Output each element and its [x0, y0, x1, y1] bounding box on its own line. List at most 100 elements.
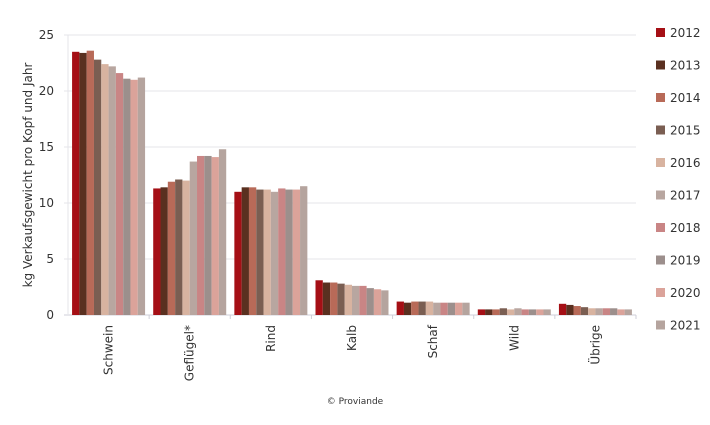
- bar: [366, 288, 374, 315]
- bar: [278, 188, 286, 315]
- bar: [101, 64, 109, 316]
- bar: [595, 308, 603, 315]
- bar: [403, 302, 412, 315]
- legend-label: 2019: [670, 254, 701, 268]
- bar: [558, 303, 567, 315]
- bar: [433, 302, 441, 315]
- bar: [115, 73, 124, 315]
- bar: [396, 301, 404, 315]
- category-label: Schwein: [102, 325, 116, 375]
- bar: [617, 309, 625, 315]
- bar: [352, 285, 360, 315]
- bar: [543, 309, 551, 315]
- bar: [241, 187, 249, 315]
- y-axis-label: kg Verkaufsgewicht pro Kopf und Jahr: [21, 63, 35, 288]
- y-tick-label: 5: [46, 252, 54, 266]
- y-axis-ticks: 0 5 10 15 20 25: [39, 28, 54, 322]
- y-tick-label: 0: [46, 308, 54, 322]
- legend-item: 2013: [656, 59, 701, 73]
- bar: [130, 79, 138, 315]
- bar: [248, 187, 257, 315]
- credit-text: © Proviande: [327, 397, 384, 407]
- legend-swatch: [656, 288, 665, 297]
- bar: [204, 155, 212, 315]
- bar: [315, 280, 323, 315]
- legend-swatch: [656, 60, 665, 70]
- legend-label: 2021: [670, 319, 701, 333]
- bar: [189, 161, 198, 315]
- bar: [528, 309, 537, 315]
- bar: [506, 309, 515, 315]
- bar: [514, 308, 522, 315]
- legend-swatch: [656, 158, 665, 167]
- bar: [285, 189, 293, 315]
- bar: [610, 308, 618, 315]
- bar: [263, 189, 271, 315]
- bar: [485, 309, 493, 315]
- bar: [108, 66, 116, 315]
- bar: [93, 59, 102, 315]
- legend-label: 2017: [670, 189, 701, 203]
- legend-label: 2016: [670, 156, 701, 170]
- category-label: Rind: [264, 325, 278, 352]
- legend-label: 2012: [670, 26, 701, 40]
- legend-swatch: [656, 125, 665, 135]
- bar: [411, 301, 419, 315]
- y-tick-label: 15: [39, 140, 54, 154]
- bar: [153, 188, 161, 315]
- bar: [79, 52, 87, 316]
- bar: [182, 180, 190, 315]
- bar: [536, 309, 544, 315]
- bar: [234, 191, 242, 315]
- legend-swatch: [656, 28, 665, 37]
- bar: [447, 302, 456, 315]
- category-label: Kalb: [345, 325, 359, 351]
- category-labels: Schwein Geflügel* Rind Kalb Schaf Wild Übrige: [102, 324, 603, 381]
- bar: [72, 51, 80, 316]
- bar: [123, 78, 131, 316]
- bar: [373, 289, 382, 315]
- bars: [72, 50, 632, 316]
- category-label: Schaf: [426, 324, 440, 358]
- legend-swatch: [656, 190, 665, 200]
- legend-item: 2014: [656, 91, 701, 105]
- legend-item: 2015: [656, 124, 701, 138]
- y-tick-label: 20: [39, 84, 54, 98]
- bar: [566, 304, 574, 315]
- legend-swatch: [656, 255, 665, 265]
- bar: [425, 301, 434, 315]
- bar: [580, 307, 589, 315]
- bar: [137, 77, 146, 315]
- legend-swatch: [656, 320, 665, 330]
- bar: [418, 301, 426, 315]
- legend-item: 2017: [656, 189, 701, 203]
- category-label: Wild: [507, 325, 521, 351]
- legend-item: 2019: [656, 254, 701, 268]
- bar: [211, 157, 219, 315]
- y-tick-label: 10: [39, 196, 54, 210]
- bar: [344, 284, 352, 315]
- bar: [455, 302, 463, 315]
- legend-label: 2020: [670, 286, 701, 300]
- legend-swatch: [656, 223, 665, 232]
- bar: [197, 155, 205, 315]
- bar: [256, 189, 264, 315]
- legend-item: 2016: [656, 156, 701, 170]
- legend-label: 2014: [670, 91, 701, 105]
- bar: [624, 309, 632, 315]
- y-tick-label: 25: [39, 28, 54, 42]
- bar: [462, 302, 470, 315]
- category-label: Geflügel*: [183, 325, 197, 381]
- legend-item: 2012: [656, 26, 701, 40]
- bar: [86, 50, 94, 316]
- bar: [477, 309, 486, 315]
- legend-item: 2020: [656, 286, 701, 300]
- bar: [330, 282, 338, 315]
- legend-label: 2013: [670, 59, 701, 73]
- legend-swatch: [656, 93, 665, 102]
- gridlines: [64, 34, 637, 319]
- bar: [440, 302, 448, 315]
- bar: [602, 308, 611, 315]
- bar: [381, 290, 389, 315]
